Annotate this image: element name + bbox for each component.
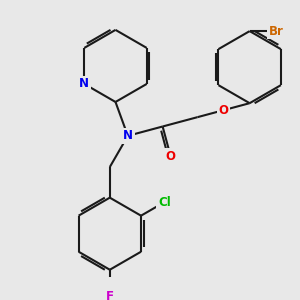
Text: F: F	[106, 290, 114, 300]
Text: O: O	[218, 104, 229, 117]
Text: Br: Br	[269, 25, 284, 38]
Text: N: N	[79, 77, 89, 90]
Text: O: O	[166, 150, 176, 163]
Text: N: N	[123, 129, 133, 142]
Text: Cl: Cl	[158, 196, 171, 209]
